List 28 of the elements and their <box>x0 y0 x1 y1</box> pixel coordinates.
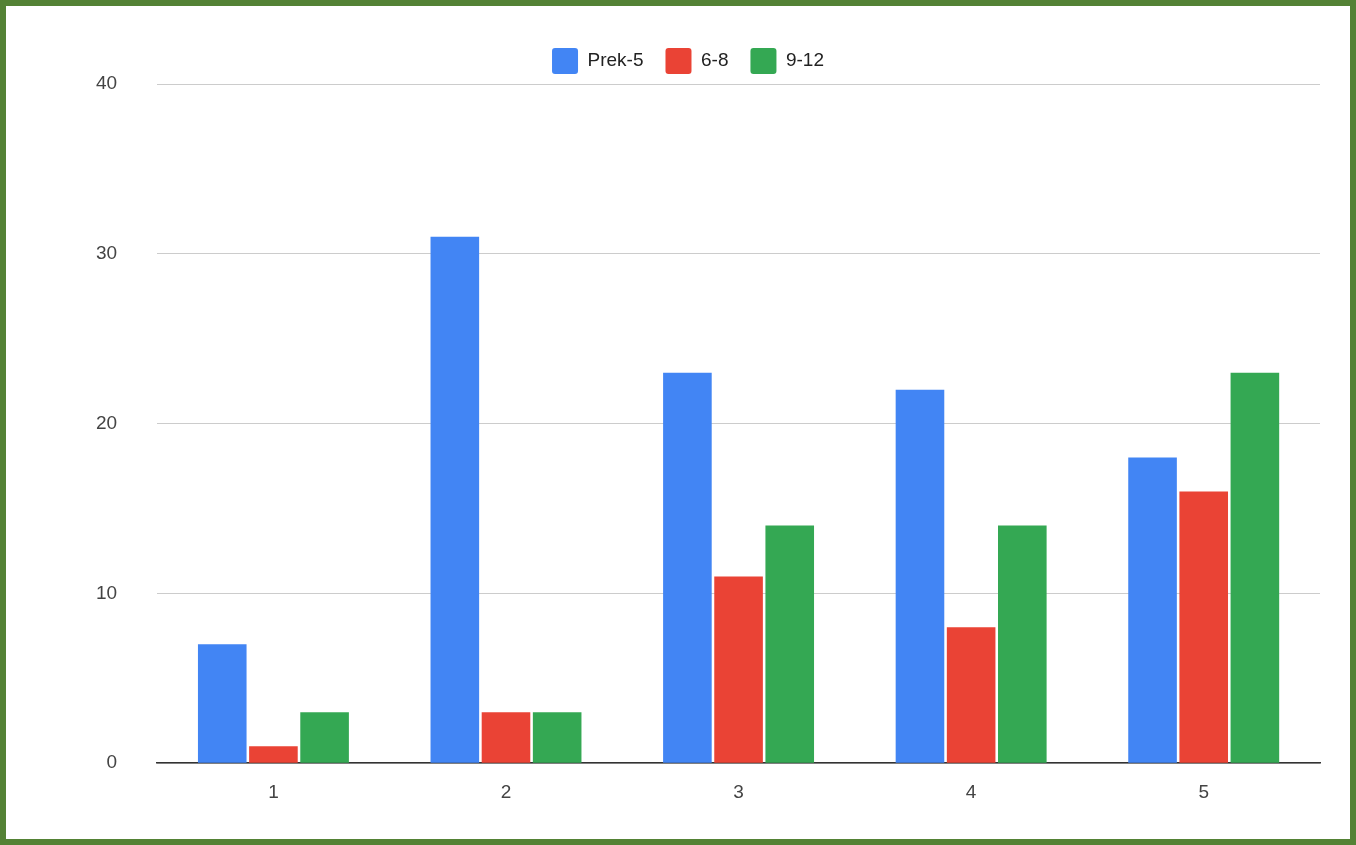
x-tick-label: 1 <box>268 780 279 802</box>
bar <box>430 236 480 763</box>
bar <box>532 712 582 763</box>
x-tick-label: 5 <box>1198 780 1209 802</box>
bar <box>714 576 763 763</box>
y-tick-label: 0 <box>106 751 118 773</box>
bar <box>300 712 349 763</box>
y-tick-label: 30 <box>95 242 118 264</box>
bar <box>895 389 945 763</box>
bar <box>946 627 996 763</box>
bar <box>1128 457 1177 763</box>
x-tick-label: 4 <box>965 780 977 802</box>
bar <box>197 644 247 763</box>
bar <box>481 712 531 763</box>
y-tick-label: 40 <box>95 72 118 94</box>
bar <box>663 372 712 763</box>
x-tick-label: 2 <box>500 780 512 802</box>
y-tick-label: 20 <box>95 411 118 433</box>
bar <box>998 525 1047 763</box>
legend-label: Prek-5 <box>587 49 644 71</box>
y-tick-label: 10 <box>95 581 118 603</box>
bar <box>249 746 298 763</box>
bar <box>1179 491 1229 763</box>
legend-label: 9-12 <box>785 49 824 71</box>
legend-label: 6-8 <box>700 49 729 71</box>
x-tick-label: 3 <box>733 780 744 802</box>
bar <box>765 525 815 763</box>
bar <box>1230 372 1280 763</box>
